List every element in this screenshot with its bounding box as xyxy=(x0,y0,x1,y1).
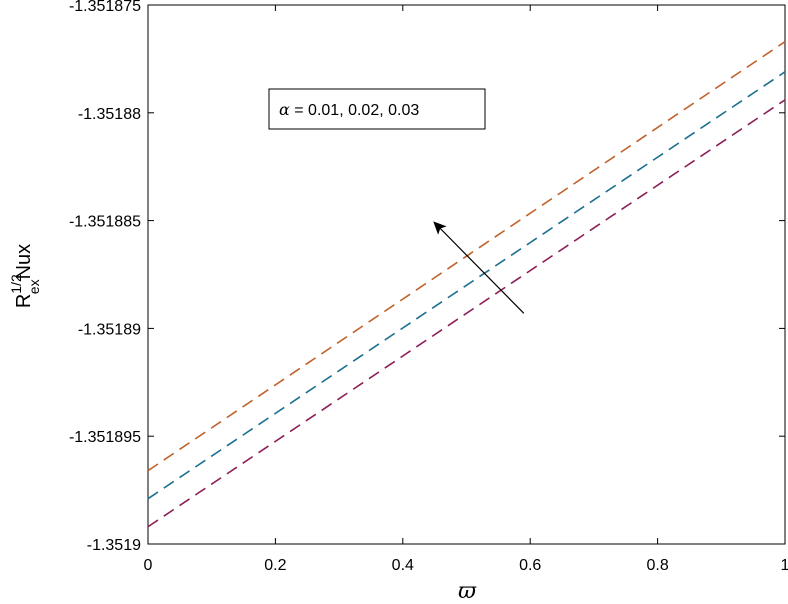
x-tick-label: 0.6 xyxy=(519,557,541,574)
plot-frame xyxy=(147,4,786,545)
annotation: α = 0.01, 0.02, 0.03 xyxy=(268,88,525,314)
x-tick-label: 0.8 xyxy=(646,557,668,574)
y-axis-ticks: -1.351875 -1.35188 -1.351885 -1.35189 -1.351… xyxy=(69,0,785,554)
x-tick-label: 1 xyxy=(781,557,788,574)
plot-area xyxy=(147,4,786,545)
series-line-1 xyxy=(147,40,786,472)
annotation-symbol: α xyxy=(279,100,290,119)
annotation-label: α = 0.01, 0.02, 0.03 xyxy=(279,100,419,119)
series-group xyxy=(147,40,786,528)
x-tick-label: 0.4 xyxy=(392,557,414,574)
y-tick-label: -1.35188 xyxy=(78,106,141,123)
series-line-3 xyxy=(147,99,786,528)
y-axis-label: R1/2 exNux xyxy=(8,244,42,308)
series-line-2 xyxy=(147,71,786,500)
x-tick-label: 0 xyxy=(144,557,153,574)
y-tick-label: -1.3519 xyxy=(87,537,141,554)
y-tick-label: -1.351875 xyxy=(69,0,141,15)
annotation-box xyxy=(268,88,486,130)
y-tick-label: -1.351895 xyxy=(69,429,141,446)
y-tick-label: -1.35189 xyxy=(78,321,141,338)
x-axis-label: ϖ xyxy=(458,579,477,604)
y-axis-label-base: R xyxy=(13,294,35,308)
y-axis-label-subscript: ex xyxy=(26,279,42,294)
y-axis-label-suffix: Nux xyxy=(13,244,35,280)
y-axis-label-superscript: 1/2 xyxy=(8,274,24,294)
annotation-values: = 0.01, 0.02, 0.03 xyxy=(290,102,420,119)
annotation-arrow xyxy=(433,221,525,314)
y-tick-label: -1.351885 xyxy=(69,214,141,231)
x-tick-label: 0.2 xyxy=(264,557,286,574)
x-axis-ticks: 0 0.2 0.4 0.6 0.8 1 xyxy=(144,5,788,574)
